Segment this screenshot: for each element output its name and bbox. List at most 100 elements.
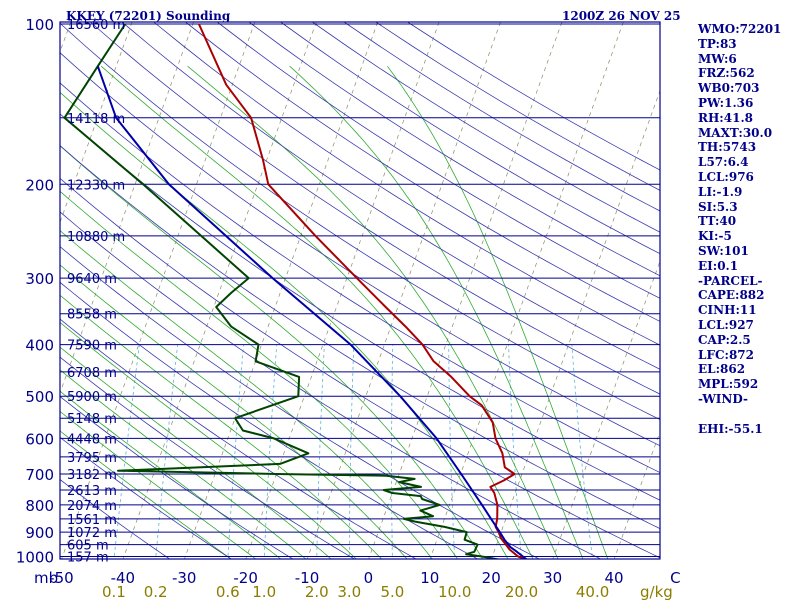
mixing-ratio-axis-labels: 0.1 0.2 0.6 1.0 2.0 3.0 5.0 10.0 20.0 40.0 — [102, 583, 609, 600]
mixing-ratio-unit-label: g/kg — [640, 583, 673, 600]
sounding-index: WMO:72201 — [698, 22, 782, 36]
height-label: 7590 m — [67, 339, 117, 354]
sounding-index: RH:41.8 — [698, 110, 753, 125]
pressure-tick-label: 400 — [25, 337, 54, 355]
isotherm-line — [184, 22, 379, 559]
isotherm-line — [0, 0, 17, 568]
dry-adiabat-line — [60, 436, 232, 559]
sounding-index: CAPE:882 — [698, 288, 765, 303]
sounding-index: SW:101 — [698, 243, 749, 258]
temperature-tick-label: 0 — [364, 569, 374, 587]
height-label: 6708 m — [67, 366, 117, 381]
moist-adiabat-line — [60, 390, 282, 559]
sounding-index: -PARCEL- — [698, 273, 763, 288]
moist-adiabat-line — [60, 91, 509, 559]
height-label: 1072 m — [67, 526, 117, 541]
height-label: 2613 m — [67, 484, 117, 499]
height-label: 8558 m — [67, 308, 117, 323]
height-label: 157 m — [67, 551, 109, 566]
sounding-index: TH:5743 — [698, 140, 757, 155]
mixing-ratio-line — [316, 344, 325, 559]
mixing-ratio-line — [113, 344, 140, 559]
sounding-index: WB0:703 — [698, 81, 760, 96]
temperature-tick-label: -40 — [111, 569, 136, 587]
isotherm-line — [491, 89, 660, 559]
temperature-axis-labels: -50 -40 -30 -20 -10 0 10 20 30 40 C — [49, 569, 680, 587]
dry-adiabat-line — [121, 22, 660, 370]
dewpoint-profile-line — [63, 23, 499, 559]
sounding-index: KI:-5 — [698, 229, 732, 244]
sounding-index: CINH:11 — [698, 303, 757, 318]
pressure-tick-label: 700 — [25, 466, 54, 484]
height-label: 10880 m — [67, 230, 125, 245]
moist-adiabat-line — [60, 430, 232, 559]
mixing-ratio-tick-label: 1.0 — [252, 583, 276, 600]
sounding-index: EL:862 — [698, 362, 746, 377]
mixing-ratio-line — [508, 344, 522, 559]
sounding-indices-panel: WMO:72201 TP:83 MW:6 FRZ:562 WB0:703 PW:1.36 R… — [698, 22, 798, 436]
mixing-ratio-line — [227, 344, 244, 559]
sounding-index: L57:6.4 — [698, 155, 749, 170]
mixing-ratio-tick-label: 0.6 — [216, 583, 240, 600]
height-label: 9640 m — [67, 272, 117, 287]
isotherm-line — [122, 22, 317, 559]
sounding-index: TP:83 — [698, 36, 737, 51]
sounding-index: LI:-1.9 — [698, 184, 743, 199]
height-label: 3182 m — [67, 468, 117, 483]
sounding-profiles — [63, 23, 528, 559]
moist-adiabat-line — [60, 190, 459, 559]
sounding-index: LCL:976 — [698, 169, 754, 184]
pressure-tick-label: 600 — [25, 430, 54, 448]
moist-adiabat-line — [60, 369, 307, 559]
pressure-tick-label: 200 — [25, 176, 54, 194]
sounding-index: MAXT:30.0 — [698, 125, 773, 140]
sounding-index: MW:6 — [698, 51, 737, 66]
chart-title: KKEY (72201) Sounding — [66, 9, 231, 23]
height-label: 1561 m — [67, 513, 117, 528]
temperature-tick-label: -30 — [172, 569, 197, 587]
mixing-ratio-line — [391, 344, 394, 559]
dry-adiabat-line — [60, 479, 171, 559]
moist-adiabat-line — [60, 230, 433, 559]
height-label: 5900 m — [67, 390, 117, 405]
height-labels: 16560 m 14118 m 12330 m 10880 m 9640 m 8558 m… — [67, 18, 125, 566]
height-label: 16560 m — [67, 18, 125, 33]
moist-adiabat-line — [387, 65, 609, 559]
moist-adiabat-line — [60, 294, 383, 559]
moist-adiabat-line — [100, 65, 534, 559]
pressure-tick-label: 300 — [25, 270, 54, 288]
sounding-index: -WIND- — [698, 391, 748, 406]
mixing-ratio-tick-label: 0.1 — [102, 583, 126, 600]
mixing-ratio-tick-label: 40.0 — [576, 583, 609, 600]
sounding-index: MPL:592 — [698, 377, 759, 392]
mixing-ratio-line — [348, 344, 355, 559]
parcel-profile-line — [96, 65, 528, 559]
dry-adiabat-line — [60, 281, 479, 559]
temperature-tick-label: -50 — [49, 569, 74, 587]
sounding-index: EI:0.1 — [698, 258, 739, 273]
temperature-tick-label: 10 — [420, 569, 439, 587]
mixing-ratio-line — [448, 344, 456, 559]
chart-time: 1200Z 26 NOV 25 — [562, 9, 681, 23]
temperature-tick-label: 40 — [604, 569, 623, 587]
temperature-tick-label: -10 — [295, 569, 320, 587]
moist-adiabat-line — [60, 321, 357, 559]
moist-adiabat-line — [60, 264, 408, 559]
sounding-index: LFC:872 — [698, 347, 754, 362]
sounding-index: SI:5.3 — [698, 199, 738, 214]
moist-adiabat-line — [289, 65, 584, 559]
pressure-tick-label: 100 — [25, 16, 54, 34]
sounding-index: EHI:-55.1 — [698, 421, 763, 436]
dry-adiabat-line — [60, 395, 294, 559]
sounding-index: TT:40 — [698, 214, 737, 229]
temperature-tick-label: -20 — [233, 569, 258, 587]
height-label: 14118 m — [67, 112, 125, 127]
temperature-tick-label: 20 — [482, 569, 501, 587]
isotherm-line — [306, 22, 501, 559]
moist-adiabat-lines — [60, 65, 609, 559]
mixing-ratio-line — [571, 344, 593, 559]
height-label: 4448 m — [67, 432, 117, 447]
pressure-unit-label: mb — [34, 569, 58, 587]
moist-adiabat-line — [60, 410, 257, 559]
